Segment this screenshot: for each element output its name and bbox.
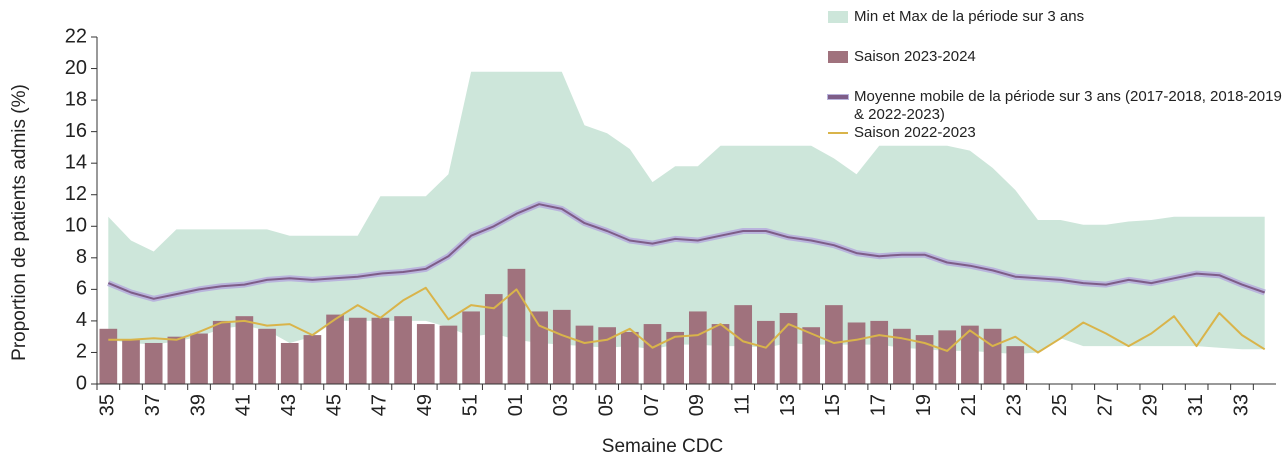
y-tick-label: 20: [65, 57, 87, 79]
bar: [802, 327, 821, 384]
bar: [983, 328, 1002, 384]
x-tick-label: 37: [142, 394, 164, 416]
bar: [326, 314, 344, 384]
bar: [394, 316, 412, 384]
legend-swatch: [828, 95, 848, 99]
y-tick-label: 22: [65, 25, 87, 47]
bar: [688, 311, 707, 384]
bar: [961, 325, 979, 384]
bar: [258, 328, 276, 384]
bar: [620, 331, 639, 384]
legend-label: Min et Max de la période sur 3 ans: [854, 8, 1085, 25]
bar: [416, 324, 435, 384]
legend-item: Moyenne mobile de la période sur 3 ans (…: [828, 88, 1284, 124]
x-tick-label: 07: [641, 394, 663, 416]
x-tick-label: 39: [187, 394, 209, 416]
x-tick-label: 01: [505, 394, 527, 416]
x-tick-label: 51: [459, 394, 481, 416]
x-tick-label: 47: [369, 394, 391, 416]
x-tick-label: 27: [1094, 394, 1116, 416]
bar: [711, 324, 730, 384]
x-axis-title: Semaine CDC: [602, 436, 723, 457]
y-tick-label: 2: [76, 341, 87, 363]
x-tick-label: 33: [1230, 394, 1252, 416]
x-tick-label: 13: [777, 394, 799, 416]
x-tick-label: 03: [550, 394, 572, 416]
y-tick-label: 8: [76, 246, 87, 268]
bar: [167, 336, 186, 384]
bar: [757, 320, 775, 384]
legend-item: Saison 2023-2024: [828, 48, 1284, 66]
x-tick-label: 31: [1185, 394, 1207, 416]
y-tick-label: 0: [76, 372, 87, 394]
y-tick-label: 18: [65, 88, 87, 110]
bar: [348, 317, 367, 384]
bar: [280, 342, 299, 384]
bar: [847, 322, 866, 384]
x-tick-label: 43: [278, 394, 300, 416]
bar: [575, 325, 594, 384]
x-tick-label: 25: [1049, 394, 1071, 416]
x-tick-label: 09: [686, 394, 708, 416]
bar: [643, 324, 662, 384]
legend-label: Saison 2022-2023: [854, 124, 976, 141]
bar: [825, 305, 843, 384]
x-tick-label: 49: [414, 394, 436, 416]
bar: [530, 311, 548, 384]
bar: [99, 328, 118, 384]
bar: [779, 313, 798, 384]
bar: [938, 330, 957, 384]
bar: [122, 339, 140, 384]
legend-label: Moyenne mobile de la période sur 3 ans (…: [854, 88, 1282, 123]
y-tick-label: 4: [76, 309, 87, 331]
bar: [462, 311, 480, 384]
bar: [235, 316, 254, 384]
bar: [439, 325, 458, 384]
legend: Min et Max de la période sur 3 ans Saison…: [828, 8, 1284, 164]
x-tick-label: 19: [913, 394, 935, 416]
bar: [303, 335, 322, 384]
x-tick-label: 29: [1140, 394, 1162, 416]
y-tick-label: 14: [65, 151, 87, 173]
y-tick-label: 12: [65, 183, 87, 205]
line: [108, 286, 1266, 354]
bar: [734, 305, 753, 384]
y-axis-title: Proportion de patients admis (%): [9, 84, 30, 361]
x-tick-label: 35: [97, 394, 119, 416]
bar: [893, 328, 911, 384]
x-tick-label: 45: [323, 394, 345, 416]
bar: [1006, 346, 1025, 384]
legend-item: Saison 2022-2023: [828, 124, 1284, 142]
legend-swatch: [828, 51, 848, 63]
bar: [552, 309, 571, 384]
bar: [507, 268, 526, 384]
bar: [870, 320, 889, 384]
legend-swatch: [828, 132, 848, 134]
bar: [212, 320, 231, 384]
bar: [190, 333, 208, 384]
bar: [371, 317, 390, 384]
y-tick-label: 6: [76, 278, 87, 300]
line: [107, 203, 1266, 300]
bar: [666, 331, 685, 384]
bar: [915, 335, 934, 384]
min-max-band: [108, 71, 1265, 354]
x-tick-label: 11: [731, 394, 753, 415]
legend-label: Saison 2023-2024: [854, 48, 976, 65]
x-tick-label: 21: [958, 394, 980, 416]
x-tick-label: 17: [867, 394, 889, 416]
y-tick-label: 10: [65, 215, 87, 237]
bar: [484, 294, 503, 384]
legend-swatch: [828, 11, 848, 23]
x-tick-label: 15: [822, 394, 844, 416]
x-tick-label: 41: [233, 394, 255, 416]
x-tick-label: 23: [1004, 394, 1026, 416]
bar: [144, 342, 163, 384]
x-tick-label: 05: [595, 394, 617, 416]
y-tick-label: 16: [65, 120, 87, 142]
legend-item: Min et Max de la période sur 3 ans: [828, 8, 1284, 26]
